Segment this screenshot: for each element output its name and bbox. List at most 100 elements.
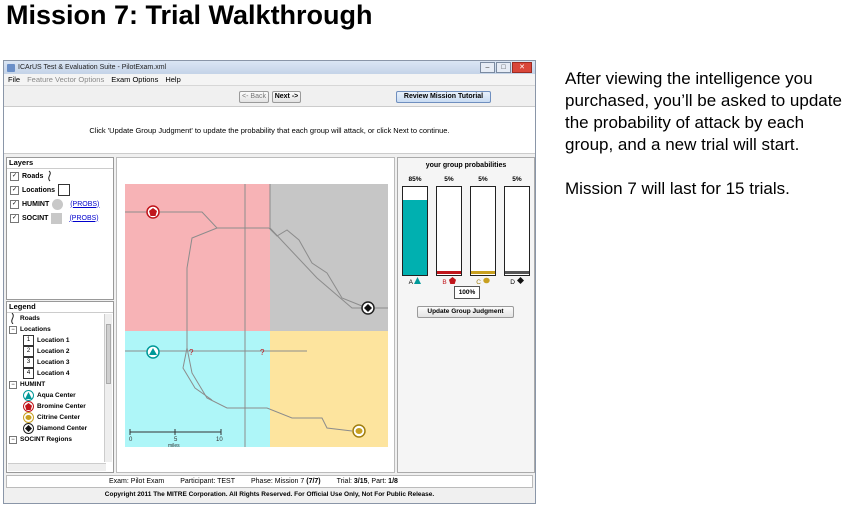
group-a-label: A	[402, 277, 428, 286]
app-window: ICArUS Test & Evaluation Suite - PilotEx…	[3, 60, 536, 504]
legend-citrine-center: Citrine Center	[9, 412, 113, 423]
diamond-center-marker[interactable]	[361, 301, 375, 315]
status-exam: Exam: Pilot Exam	[109, 478, 165, 485]
legend-label: Citrine Center	[37, 414, 80, 421]
group-letter: A	[408, 279, 413, 286]
menu-help[interactable]: Help	[165, 75, 181, 84]
status-bar: Exam: Pilot Exam Participant: TEST Phase…	[6, 475, 533, 488]
roads-checkbox[interactable]: ✓	[10, 171, 19, 181]
minimize-button[interactable]: –	[480, 62, 495, 73]
socint-region-b	[125, 184, 270, 331]
copyright-text: Copyright 2011 The MITRE Corporation. Al…	[104, 491, 435, 498]
prob-percent: 85%	[408, 176, 422, 183]
menu-feature-vector-options[interactable]: Feature Vector Options	[27, 75, 105, 84]
slide-description: After viewing the intelligence you purch…	[565, 68, 845, 222]
trial-label: Trial:	[336, 478, 352, 485]
layer-humint: ✓ HUMINT (PROBS)	[7, 197, 113, 211]
location-number-icon: 4	[23, 368, 34, 379]
legend-label: Location 1	[37, 337, 70, 344]
phase-label: Phase: Mission 7	[250, 478, 305, 485]
collapse-icon[interactable]: −	[9, 435, 17, 444]
group-c-label: C	[470, 277, 496, 286]
menu-bar: File Feature Vector Options Exam Options…	[4, 74, 535, 86]
aqua-center-marker[interactable]	[146, 345, 160, 359]
update-group-judgment-button[interactable]: Update Group Judgment	[417, 306, 514, 318]
next-button[interactable]: Next ->	[272, 91, 301, 103]
legend-label: Locations	[20, 326, 51, 333]
probability-bars: 85% 5% 5% 5% A B C D	[402, 176, 534, 286]
aqua-triangle-icon	[23, 390, 34, 401]
legend-locations: − Locations	[9, 324, 113, 335]
prob-percent: 5%	[444, 176, 454, 183]
scale-label: 0	[129, 437, 133, 443]
socint-region-c	[270, 331, 388, 447]
menu-exam-options[interactable]: Exam Options	[111, 75, 159, 84]
prob-bar[interactable]	[470, 186, 496, 276]
map-panel[interactable]: ? ? 0 5	[116, 157, 395, 473]
legend-vertical-scrollbar[interactable]	[104, 314, 112, 462]
location-number-icon: 3	[23, 357, 34, 368]
legend-location-2: 2 Location 2	[9, 346, 113, 357]
layer-locations: ✓ Locations	[7, 183, 113, 197]
bromine-center-marker[interactable]	[146, 205, 160, 219]
back-button[interactable]: <- Back	[239, 91, 269, 103]
prob-percent: 5%	[512, 176, 522, 183]
description-paragraph: Mission 7 will last for 15 trials.	[565, 179, 790, 198]
layer-roads: ✓ Roads	[7, 169, 113, 183]
menu-file[interactable]: File	[8, 75, 21, 84]
socint-probs-link[interactable]: (PROBS)	[69, 214, 99, 222]
legend-label: Location 4	[37, 370, 70, 377]
layer-label: Locations	[22, 186, 56, 194]
locations-checkbox[interactable]: ✓	[10, 185, 19, 195]
socint-checkbox[interactable]: ✓	[10, 213, 19, 223]
citrine-center-marker[interactable]	[352, 424, 366, 438]
layers-title: Layers	[7, 158, 113, 169]
prob-percent: 5%	[478, 176, 488, 183]
road-icon	[11, 313, 14, 324]
group-d-label: D	[504, 277, 530, 286]
part-value: 1/8	[388, 478, 398, 485]
close-button[interactable]: ✕	[512, 62, 532, 73]
citrine-blob-icon	[483, 277, 490, 284]
humint-probs-link[interactable]: (PROBS)	[70, 200, 100, 208]
legend-panel: Legend Roads − Locations 1 Location 1 2 …	[6, 301, 114, 473]
slide-title: Mission 7: Trial Walkthrough	[6, 0, 373, 30]
citrine-blob-icon	[23, 412, 34, 423]
collapse-icon[interactable]: −	[9, 380, 17, 389]
review-mission-tutorial-button[interactable]: Review Mission Tutorial	[396, 91, 491, 103]
maximize-button[interactable]: □	[496, 62, 511, 73]
diamond-icon	[23, 423, 34, 434]
app-icon	[7, 63, 15, 72]
humint-checkbox[interactable]: ✓	[10, 199, 19, 209]
status-participant: Participant: TEST	[180, 478, 235, 485]
trial-value: 3/15	[353, 478, 368, 485]
toolbar: <- Back Next -> Review Mission Tutorial	[4, 86, 535, 106]
prob-bar[interactable]	[504, 186, 530, 276]
legend-location-4: 4 Location 4	[9, 368, 113, 379]
legend-label: SOCINT Regions	[20, 436, 73, 443]
description-paragraph: After viewing the intelligence you purch…	[565, 69, 842, 154]
group-letter: C	[476, 279, 481, 286]
part-label: Part:	[371, 478, 387, 485]
legend-aqua-center: Aqua Center	[9, 390, 113, 401]
layer-label: Roads	[22, 172, 44, 180]
legend-humint: − HUMINT	[9, 379, 113, 390]
layer-label: SOCINT	[22, 214, 49, 222]
legend-bromine-center: Bromine Center	[9, 401, 113, 412]
unknown-location-marker: ?	[189, 348, 194, 357]
probability-total: 100%	[454, 286, 480, 299]
review-label: Review Mission Tutorial	[403, 93, 484, 100]
prob-bar[interactable]	[436, 186, 462, 276]
legend-location-3: 3 Location 3	[9, 357, 113, 368]
group-probabilities-panel: your group probabilities 85% 5% 5% 5% A …	[397, 157, 535, 473]
location-number-icon: 2	[23, 346, 34, 357]
prob-bar[interactable]	[402, 186, 428, 276]
legend-socint: − SOCINT Regions	[9, 434, 113, 445]
socint-region-a	[125, 331, 270, 447]
scale-unit: miles	[168, 443, 180, 449]
legend-label: Bromine Center	[37, 403, 86, 410]
collapse-icon[interactable]: −	[9, 325, 17, 334]
legend-horizontal-scrollbar[interactable]	[8, 463, 106, 471]
road-icon	[48, 170, 52, 182]
map-canvas[interactable]: ? ? 0 5	[117, 158, 394, 472]
